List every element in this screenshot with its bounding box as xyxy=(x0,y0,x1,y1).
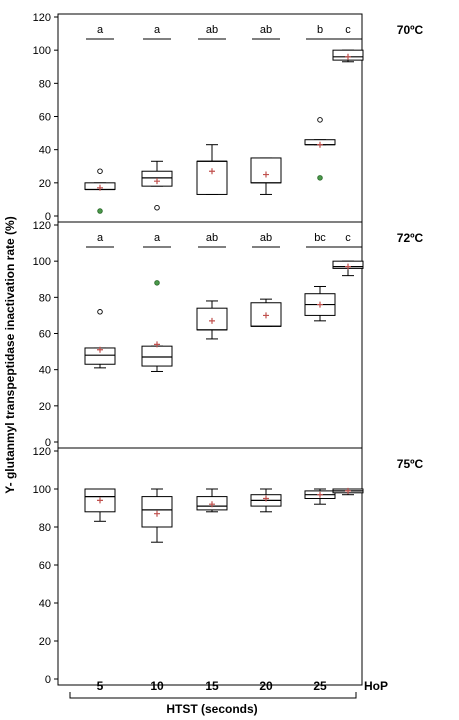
box-25 xyxy=(304,285,336,322)
mean-marker xyxy=(263,312,269,319)
mean-marker xyxy=(317,491,323,498)
mean-marker xyxy=(345,263,351,270)
mean-marker xyxy=(209,168,215,175)
y-tick-label: 80 xyxy=(39,78,51,90)
outlier-point xyxy=(97,309,103,315)
mean-marker xyxy=(154,178,160,185)
outlier-point xyxy=(154,280,160,286)
panel-label: 72ºC xyxy=(397,231,424,245)
mean-marker xyxy=(209,317,215,324)
x-category-label: HoP xyxy=(364,679,388,693)
y-tick-label: 100 xyxy=(33,256,51,268)
mean-marker xyxy=(97,184,103,191)
significance-letter: ab xyxy=(260,232,272,244)
y-axis-title: Y- glutanmyl transpeptidase inactivation… xyxy=(3,216,17,493)
x-category-label: 15 xyxy=(205,679,219,693)
significance-letter: c xyxy=(345,24,351,36)
y-tick-label: 120 xyxy=(33,12,51,24)
outlier-point xyxy=(154,204,160,211)
panel-label: 70ºC xyxy=(397,23,424,37)
box-20 xyxy=(250,298,282,327)
y-tick-label: 40 xyxy=(39,365,51,377)
mean-marker xyxy=(263,495,269,502)
box-HoP xyxy=(332,487,364,496)
mean-marker xyxy=(317,141,323,148)
outlier-point xyxy=(317,117,323,123)
mean-marker xyxy=(97,346,103,353)
significance-letter: a xyxy=(97,24,104,36)
box-15 xyxy=(196,144,228,195)
y-tick-label: 0 xyxy=(45,437,51,449)
mean-marker xyxy=(263,171,269,178)
box-10 xyxy=(141,280,173,372)
y-tick-label: 40 xyxy=(39,145,51,157)
significance-letter: c xyxy=(345,232,351,244)
box-body xyxy=(196,160,228,195)
significance-letter: bc xyxy=(314,232,326,244)
box-5 xyxy=(84,309,116,369)
y-tick-label: 20 xyxy=(39,636,51,648)
y-tick-label: 0 xyxy=(45,211,51,223)
box-5 xyxy=(84,168,116,214)
mean-marker xyxy=(154,510,160,517)
y-tick-label: 0 xyxy=(45,674,51,686)
x-category-label: 5 xyxy=(97,679,104,693)
htst-bracket xyxy=(69,692,357,699)
significance-letter: ab xyxy=(260,24,272,36)
y-tick-label: 100 xyxy=(33,45,51,57)
box-body xyxy=(250,157,282,184)
mean-marker xyxy=(154,341,160,348)
mean-marker xyxy=(209,501,215,508)
y-tick-label: 20 xyxy=(39,401,51,413)
plot-border xyxy=(57,13,363,686)
y-tick-label: 100 xyxy=(33,484,51,496)
x-category-label: 20 xyxy=(259,679,273,693)
significance-letter: ab xyxy=(206,24,218,36)
y-tick-label: 60 xyxy=(39,112,51,124)
y-tick-label: 80 xyxy=(39,522,51,534)
mean-marker xyxy=(97,497,103,504)
box-15 xyxy=(196,300,228,340)
box-20 xyxy=(250,157,282,195)
panel-label: 75ºC xyxy=(397,457,424,471)
box-25 xyxy=(304,117,336,181)
y-tick-label: 120 xyxy=(33,446,51,458)
box-body xyxy=(141,345,173,367)
significance-letter: a xyxy=(97,232,104,244)
y-tick-label: 60 xyxy=(39,329,51,341)
x-axis-title: HTST (seconds) xyxy=(166,702,257,716)
box-10 xyxy=(141,488,173,543)
box-series xyxy=(84,49,364,543)
box-15 xyxy=(196,488,228,513)
y-tick-label: 40 xyxy=(39,598,51,610)
box-10 xyxy=(141,160,173,211)
y-tick-label: 120 xyxy=(33,220,51,232)
mean-marker xyxy=(317,301,323,308)
outlier-point xyxy=(317,175,323,181)
significance-letter: a xyxy=(154,24,161,36)
significance-letter: ab xyxy=(206,232,218,244)
mean-marker xyxy=(345,487,351,494)
box-HoP xyxy=(332,49,364,63)
y-tick-label: 20 xyxy=(39,178,51,190)
box-20 xyxy=(250,488,282,513)
x-category-label: 25 xyxy=(313,679,327,693)
y-tick-label: 80 xyxy=(39,292,51,304)
significance-letter: a xyxy=(154,232,161,244)
outlier-point xyxy=(97,208,103,214)
significance-letter: b xyxy=(317,24,323,36)
outlier-point xyxy=(97,168,103,174)
box-HoP xyxy=(332,260,364,277)
y-axis: 0204060801001200204060801001200204060801… xyxy=(33,12,58,686)
y-tick-label: 60 xyxy=(39,560,51,572)
plot-frame xyxy=(57,13,363,686)
box-25 xyxy=(304,488,336,505)
x-category-label: 10 xyxy=(150,679,164,693)
mean-marker xyxy=(345,53,351,60)
box-5 xyxy=(84,488,116,522)
